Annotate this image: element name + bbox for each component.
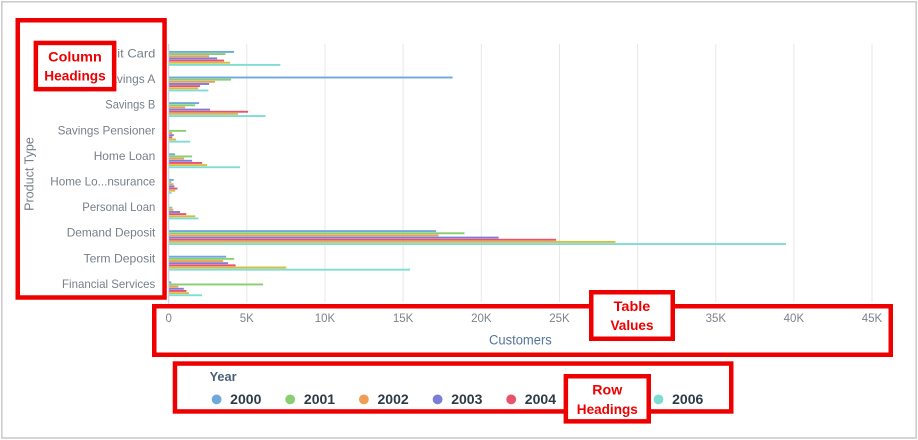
svg-text:Column: Column [48,49,102,65]
svg-text:Savings B: Savings B [105,98,155,112]
svg-text:25K: 25K [549,313,570,325]
svg-text:15K: 15K [393,313,414,325]
svg-text:20K: 20K [471,313,492,325]
svg-text:40K: 40K [784,313,805,325]
svg-text:Row: Row [592,382,622,398]
svg-text:Product Type: Product Type [22,137,37,211]
svg-text:Savings Pensioner: Savings Pensioner [58,123,156,137]
svg-text:2000: 2000 [230,391,261,407]
svg-text:Financial Services: Financial Services [62,277,155,291]
svg-text:Customers: Customers [489,333,552,348]
svg-text:2006: 2006 [672,391,703,407]
svg-text:Home Lo...nsurance: Home Lo...nsurance [50,175,155,189]
svg-text:Home Loan: Home Loan [94,149,156,163]
svg-text:Headings: Headings [44,68,106,84]
svg-text:35K: 35K [706,313,727,325]
svg-text:Demand Deposit: Demand Deposit [67,226,156,240]
svg-text:Year: Year [210,369,237,384]
svg-text:0: 0 [165,313,171,325]
svg-text:2003: 2003 [451,391,482,407]
svg-text:45K: 45K [862,313,883,325]
svg-text:Table: Table [614,298,651,314]
svg-text:Term Deposit: Term Deposit [84,251,156,265]
svg-text:10K: 10K [315,313,336,325]
svg-text:2002: 2002 [378,391,409,407]
svg-text:Personal Loan: Personal Loan [82,200,155,214]
svg-text:2004: 2004 [525,391,556,407]
svg-text:5K: 5K [240,313,254,325]
svg-text:2001: 2001 [304,391,335,407]
svg-text:Headings: Headings [577,401,638,417]
svg-text:Values: Values [611,317,654,333]
